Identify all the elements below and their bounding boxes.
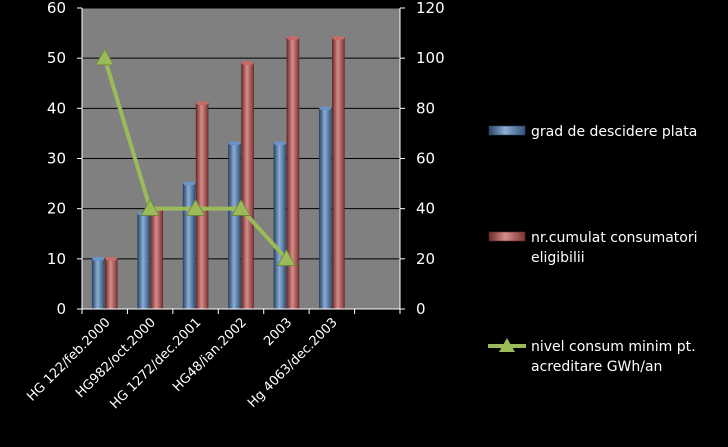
bar-cap — [183, 181, 196, 186]
y-right-tick-label: 80 — [416, 99, 435, 117]
bar-cap — [319, 106, 332, 111]
x-tick-label: HG982/oct.2000 — [73, 315, 159, 401]
bar — [137, 213, 150, 310]
legend-label: nivel consum minim pt. — [531, 339, 696, 355]
bar — [104, 258, 118, 310]
bar-cap — [105, 256, 118, 261]
legend-swatch-marker — [499, 338, 515, 352]
bar-cap — [228, 141, 241, 146]
bar — [182, 183, 196, 310]
legend-label: acreditare GWh/an — [531, 359, 662, 375]
y-right-tick-label: 20 — [416, 250, 435, 268]
bar — [332, 37, 345, 310]
line-marker — [276, 249, 297, 266]
legend: grad de descidere plata nr.cumulat consum… — [488, 124, 698, 375]
y-right-tick-label: 120 — [416, 0, 445, 17]
bar — [273, 143, 287, 310]
bar-cap — [241, 61, 254, 66]
bar-cap — [92, 256, 105, 261]
bar-cap — [196, 101, 209, 106]
y-right-tick-label: 60 — [416, 150, 435, 168]
bar — [91, 258, 105, 310]
line-marker — [231, 198, 251, 216]
y-left-tick-label: 40 — [47, 99, 66, 117]
y-left-tick-label: 60 — [47, 0, 66, 17]
bar-cap — [332, 36, 345, 41]
line-marker — [95, 48, 115, 66]
legend-swatch — [488, 231, 526, 242]
legend-label: grad de descidere plata — [531, 124, 697, 140]
y-left-tick-label: 50 — [47, 49, 66, 67]
legend-label: nr.cumulat consumatori — [531, 230, 698, 246]
line-marker — [140, 198, 160, 216]
x-tick-label: Hg 4063/dec.2003 — [245, 315, 341, 411]
x-tick-label: 2003 — [261, 315, 295, 349]
line-marker — [185, 198, 206, 216]
legend-swatch — [488, 125, 526, 136]
y-left-tick-label: 20 — [47, 200, 66, 218]
y-left-tick-label: 10 — [47, 250, 66, 268]
y-left-tick-label: 30 — [47, 150, 66, 168]
y-left-tick-label: 0 — [56, 300, 66, 318]
bar — [286, 37, 300, 310]
bar — [319, 108, 332, 310]
x-tick-label: HG 122/feb.2000 — [24, 315, 113, 404]
bar — [150, 208, 163, 310]
y-right-tick-label: 40 — [416, 200, 435, 218]
y-right-tick-label: 100 — [416, 49, 445, 67]
y-right-tick-label: 0 — [416, 300, 426, 318]
bar — [241, 62, 254, 310]
legend-label: eligibilii — [531, 250, 585, 266]
bar — [228, 143, 241, 310]
bar-cap — [286, 36, 299, 41]
bar-cap — [273, 141, 286, 146]
line-series — [95, 48, 297, 266]
bar-series — [91, 36, 345, 310]
